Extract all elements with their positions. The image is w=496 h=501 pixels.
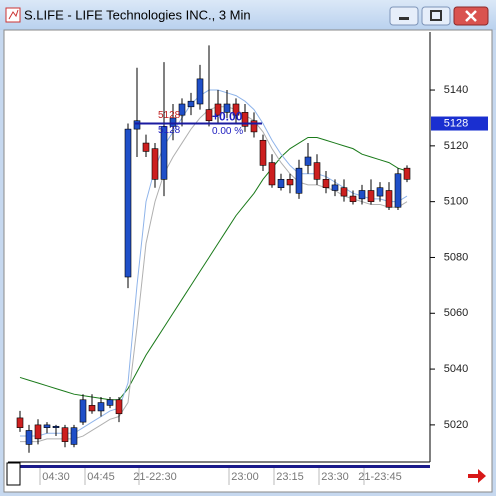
- candle-body: [385, 190, 393, 208]
- candle-body: [133, 120, 141, 130]
- candle-body: [88, 405, 96, 412]
- cursor-price: 5128: [158, 125, 181, 136]
- candle-body: [250, 120, 258, 133]
- y-tick-label: 5040: [444, 363, 468, 375]
- candle-body: [214, 103, 222, 116]
- candle-body: [142, 142, 150, 152]
- x-tick-label: 23:00: [231, 471, 259, 483]
- candle-body: [52, 425, 60, 428]
- scroll-box[interactable]: [6, 462, 21, 486]
- x-tick-label: 04:45: [87, 471, 115, 483]
- y-tick-label: 5060: [444, 307, 468, 319]
- x-tick-label: 21-23:45: [358, 471, 401, 483]
- candle-body: [331, 184, 339, 191]
- y-tick-label: 5080: [444, 251, 468, 263]
- candle-body: [124, 128, 132, 278]
- moving-average-line: [19, 136, 408, 401]
- candle-body: [349, 195, 357, 202]
- candle-body: [187, 100, 195, 108]
- candle-body: [367, 190, 375, 202]
- candle-body: [70, 427, 78, 445]
- y-tick-label: 5120: [444, 140, 468, 152]
- candle-body: [295, 167, 303, 194]
- candle-body: [178, 103, 186, 116]
- candle-body: [79, 399, 87, 423]
- candle-body: [241, 112, 249, 127]
- candle-body: [160, 126, 168, 180]
- cursor-change-pct: 0.00 %: [212, 126, 243, 137]
- x-tick-label: 04:30: [42, 471, 70, 483]
- candle-body: [115, 399, 123, 415]
- candle-body: [376, 187, 384, 197]
- last-price-box: [431, 116, 488, 131]
- candle-body: [322, 179, 330, 189]
- candle-body: [223, 103, 231, 113]
- minimize-button[interactable]: [389, 6, 419, 26]
- y-tick-label: 5100: [444, 196, 468, 208]
- candle-body: [25, 430, 33, 445]
- x-tick-label: 23:30: [321, 471, 349, 483]
- candle-body: [16, 417, 24, 428]
- candle-body: [277, 179, 285, 189]
- candle-body: [97, 402, 105, 412]
- chart-frame: [3, 29, 493, 493]
- app-icon-glyph: [8, 9, 19, 20]
- candle-body: [340, 187, 348, 197]
- candle-body: [358, 190, 366, 200]
- candle-body: [403, 167, 411, 180]
- x-tick-label: 23:15: [276, 471, 304, 483]
- cursor-price: 5128: [158, 110, 181, 121]
- y-tick-label: 5140: [444, 84, 468, 96]
- candle-body: [259, 139, 267, 166]
- candle-body: [268, 162, 276, 186]
- candle-body: [304, 156, 312, 166]
- maximize-icon: [430, 10, 442, 21]
- candle-body: [169, 117, 177, 127]
- candle-body: [205, 109, 213, 122]
- minimize-icon: [399, 17, 409, 20]
- maximize-button[interactable]: [421, 6, 451, 26]
- candle-body: [61, 427, 69, 442]
- candle-body: [232, 103, 240, 116]
- last-price-label: 5128: [444, 117, 468, 129]
- close-icon: [465, 10, 477, 22]
- window-title: S.LIFE - LIFE Technologies INC., 3 Min: [24, 7, 251, 22]
- candle-body: [43, 424, 51, 428]
- scroll-arrow[interactable]: [468, 469, 486, 483]
- candle-body: [106, 399, 114, 406]
- moving-average-line: [20, 89, 408, 437]
- candle-body: [151, 148, 159, 180]
- candle-body: [196, 78, 204, 105]
- x-tick-label: 21-22:30: [133, 471, 176, 483]
- candle-body: [34, 424, 42, 440]
- cursor-change: +0.00: [212, 110, 243, 124]
- candle-body: [286, 179, 294, 186]
- scroll-bar[interactable]: [8, 465, 430, 468]
- y-tick-label: 5020: [444, 419, 468, 431]
- candle-body: [394, 173, 402, 208]
- candle-body: [313, 162, 321, 180]
